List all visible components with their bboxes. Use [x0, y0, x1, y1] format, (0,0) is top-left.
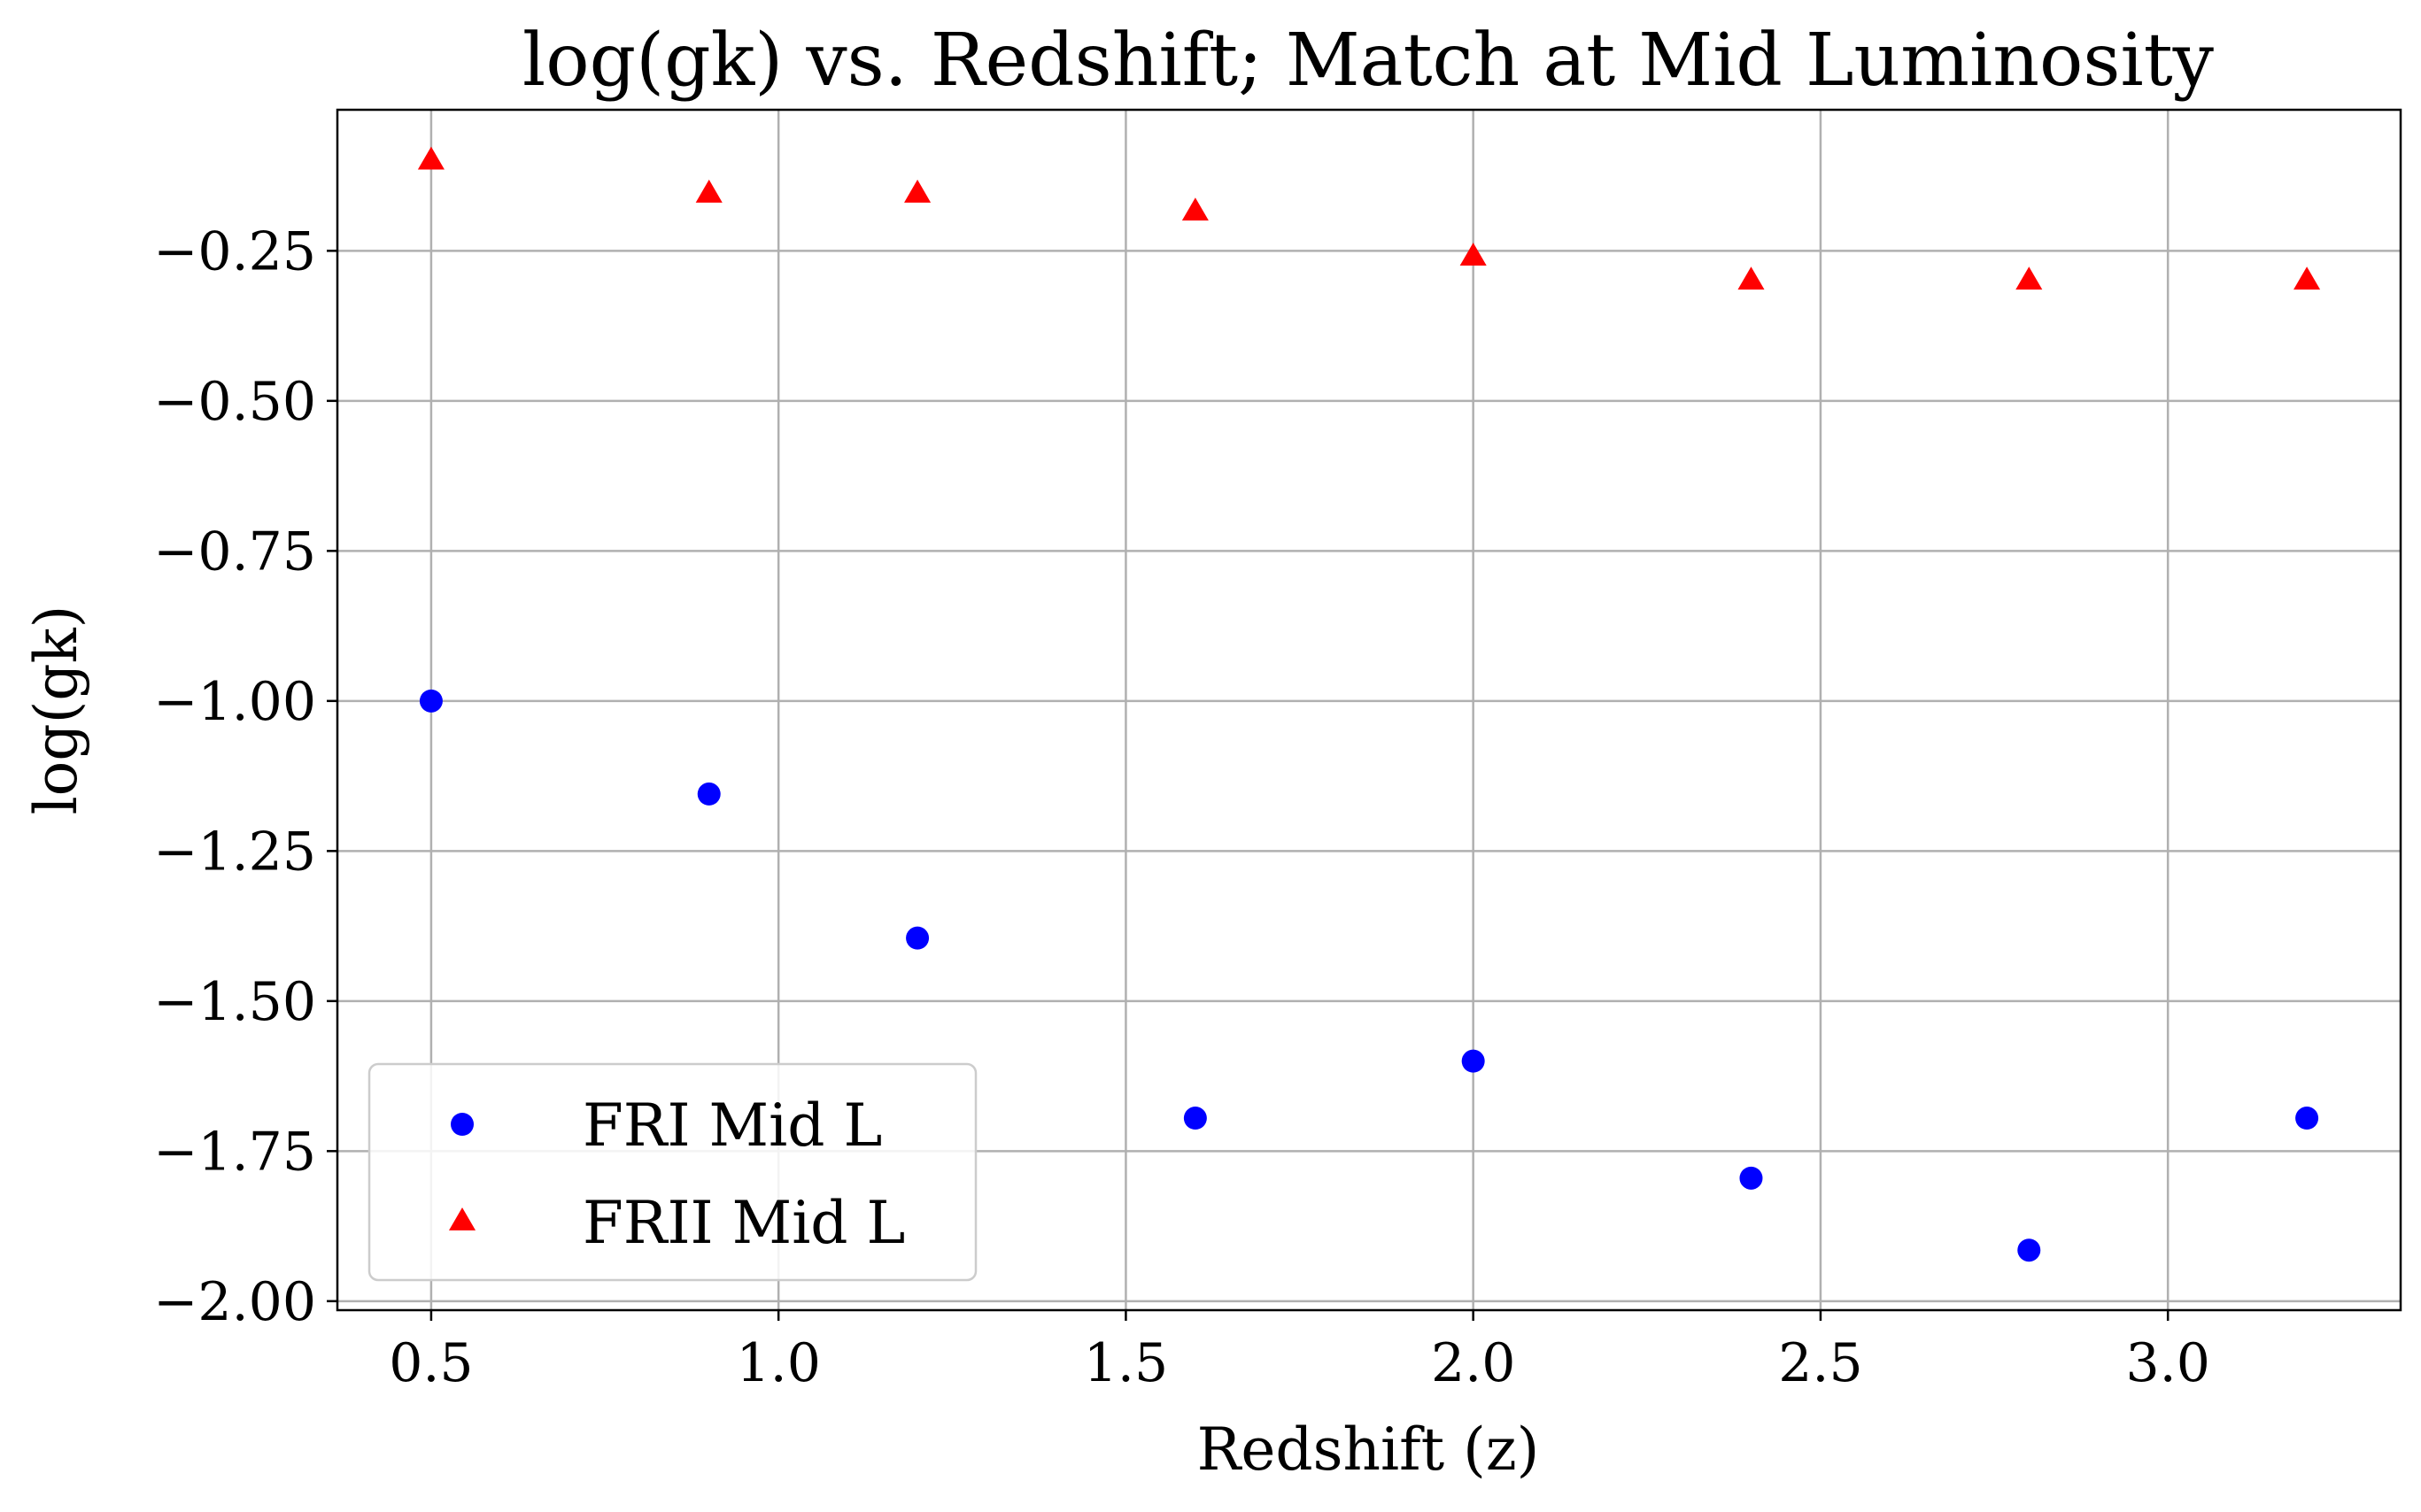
y-tick-label: −1.75 — [153, 1121, 316, 1183]
x-tick-label: 3.0 — [2125, 1332, 2209, 1394]
legend-marker-triangle — [448, 1207, 476, 1230]
plot-area-frame — [336, 108, 2402, 1312]
legend-box — [367, 1062, 978, 1282]
data-point-circle — [697, 782, 721, 806]
data-point-circle — [1183, 1107, 1207, 1130]
legend-label: FRII Mid L — [583, 1189, 905, 1257]
legend-entries: FRI Mid L FRII Mid L — [448, 1092, 905, 1257]
data-point-triangle — [1737, 266, 1765, 290]
data-point-triangle — [417, 146, 445, 170]
data-point-circle — [2017, 1238, 2041, 1262]
data-point-triangle — [2015, 266, 2043, 290]
x-tick-label: 0.5 — [389, 1332, 473, 1394]
y-tick-label: −1.25 — [153, 821, 316, 883]
legend: FRI Mid L FRII Mid L — [367, 1062, 978, 1282]
y-tick-label: −0.50 — [153, 371, 316, 433]
y-tick-label: −0.75 — [153, 521, 316, 582]
y-tick-label: −2.00 — [153, 1271, 316, 1333]
data-points — [417, 146, 2321, 1262]
data-point-triangle — [1459, 243, 1487, 266]
x-tick-label: 2.0 — [1431, 1332, 1515, 1394]
data-point-triangle — [2293, 266, 2321, 290]
legend-marker-circle — [451, 1113, 474, 1136]
grid-lines — [337, 110, 2401, 1310]
data-point-circle — [2295, 1107, 2319, 1130]
chart-title: log(gk) vs. Redshift; Match at Mid Lumin… — [522, 19, 2215, 103]
data-point-triangle — [695, 179, 723, 203]
x-tick-label: 1.0 — [736, 1332, 820, 1394]
y-tick-label: −1.00 — [153, 671, 316, 733]
y-axis-label: log(gk) — [22, 606, 90, 815]
x-axis-label: Redshift (z) — [1197, 1416, 1540, 1484]
data-point-circle — [419, 689, 443, 713]
data-point-circle — [906, 926, 930, 950]
y-tick-label: −0.25 — [153, 220, 316, 282]
y-tick-label: −1.50 — [153, 971, 316, 1033]
legend-label: FRI Mid L — [583, 1092, 882, 1160]
data-point-triangle — [1181, 197, 1209, 221]
data-point-triangle — [904, 179, 932, 203]
axis-ticks: 0.5 1.0 1.5 2.0 2.5 3.0 −0.25 −0.50 −0.75 −1.00 −1… — [153, 220, 2210, 1394]
data-point-circle — [1739, 1166, 1763, 1190]
data-point-circle — [1461, 1049, 1485, 1073]
x-tick-label: 2.5 — [1778, 1332, 1862, 1394]
x-tick-label: 1.5 — [1084, 1332, 1168, 1394]
